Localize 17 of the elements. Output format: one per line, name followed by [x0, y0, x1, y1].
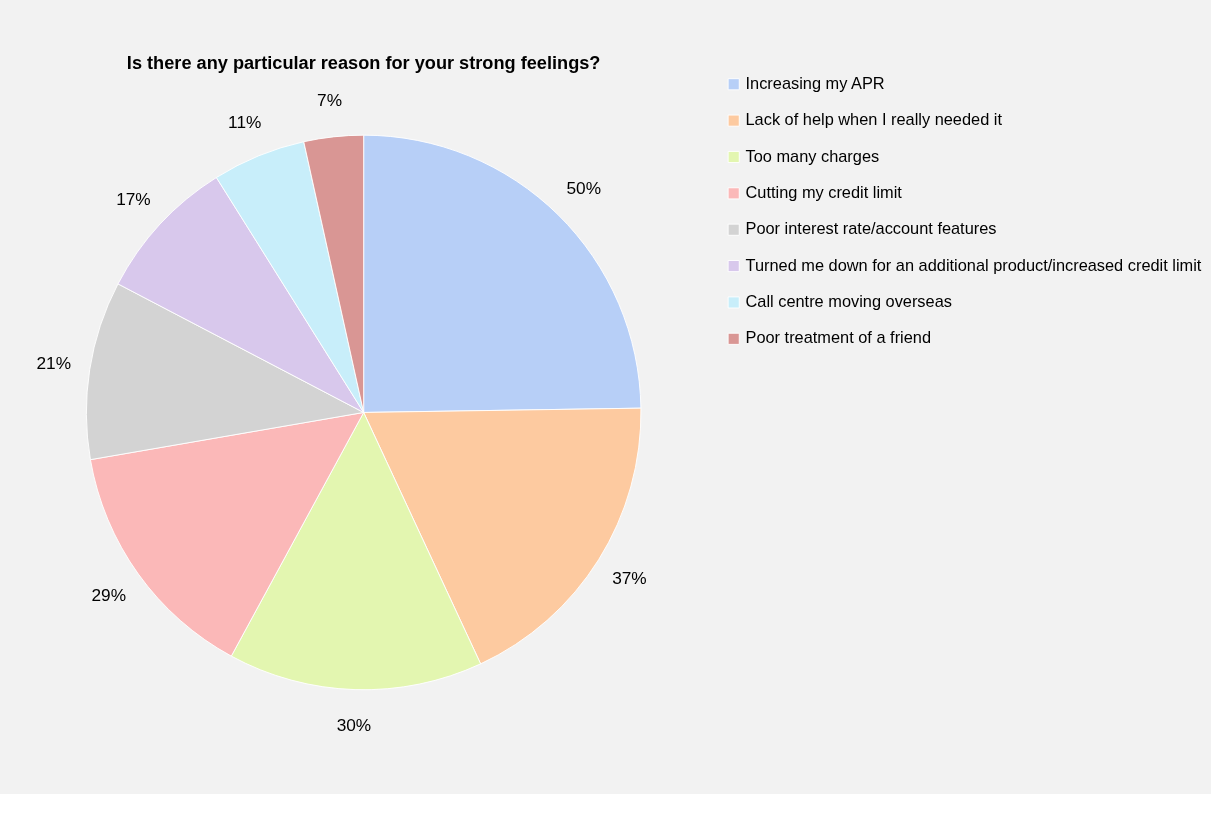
- data-label: 7%: [317, 90, 343, 111]
- legend-label: Increasing my APR: [745, 73, 885, 92]
- legend-label: Turned me down for an additional product/increased credit limit: [745, 255, 1202, 274]
- data-label: 30%: [336, 715, 372, 736]
- data-label: 29%: [91, 584, 127, 605]
- legend-label: Poor treatment of a friend: [745, 328, 932, 347]
- data-label: 21%: [36, 353, 72, 374]
- legend-label: Poor interest rate/account features: [745, 219, 997, 238]
- legend-label: Too many charges: [745, 146, 880, 165]
- legend-label: Call centre moving overseas: [745, 291, 952, 310]
- legend-label: Cutting my credit limit: [745, 182, 903, 201]
- legend-label: Lack of help when I really needed it: [745, 110, 1003, 129]
- chart-title: Is there any particular reason for your strong feelings?: [126, 52, 601, 73]
- data-label: 11%: [228, 111, 262, 132]
- data-label: 37%: [612, 568, 647, 589]
- data-label: 17%: [116, 188, 151, 209]
- data-label: 50%: [566, 178, 601, 199]
